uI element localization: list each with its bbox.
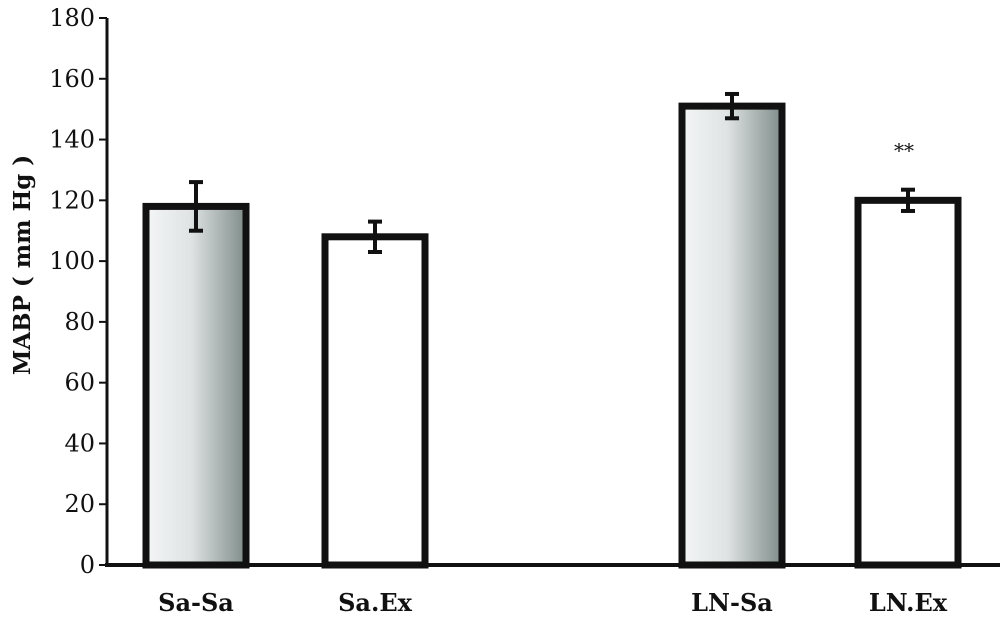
x-category-label: Sa-Sa <box>158 588 234 617</box>
bar-ln-sa <box>678 102 786 569</box>
error-bar <box>189 180 203 233</box>
y-axis-ticks: 0 20 40 60 80 100 120 140 160 180 <box>49 4 107 579</box>
error-bar <box>901 187 915 213</box>
bars-group: ** <box>142 91 962 569</box>
y-tick-label: 0 <box>80 551 95 579</box>
x-category-label: Sa.Ex <box>338 588 413 617</box>
bar-ln-ex <box>854 196 962 569</box>
error-bar <box>368 219 382 254</box>
y-tick-label: 160 <box>49 65 95 93</box>
error-bar <box>725 91 739 121</box>
category-labels: Sa-Sa Sa.Ex LN-Sa LN.Ex <box>158 588 948 617</box>
y-tick-label: 180 <box>49 4 95 32</box>
x-category-label: LN-Sa <box>691 588 773 617</box>
y-tick-label: 100 <box>49 247 95 275</box>
y-tick-label: 60 <box>64 369 95 397</box>
significance-marker: ** <box>894 139 914 163</box>
y-tick-label: 20 <box>64 490 95 518</box>
y-axis-title: MABP ( mm Hg ) <box>9 155 36 375</box>
y-tick-label: 40 <box>64 429 95 457</box>
bar-sa-ex <box>321 233 429 569</box>
y-tick-label: 140 <box>49 126 95 154</box>
x-category-label: LN.Ex <box>869 588 948 617</box>
bar-sa-sa <box>142 202 250 569</box>
y-tick-label: 80 <box>64 308 95 336</box>
y-tick-label: 120 <box>49 186 95 214</box>
